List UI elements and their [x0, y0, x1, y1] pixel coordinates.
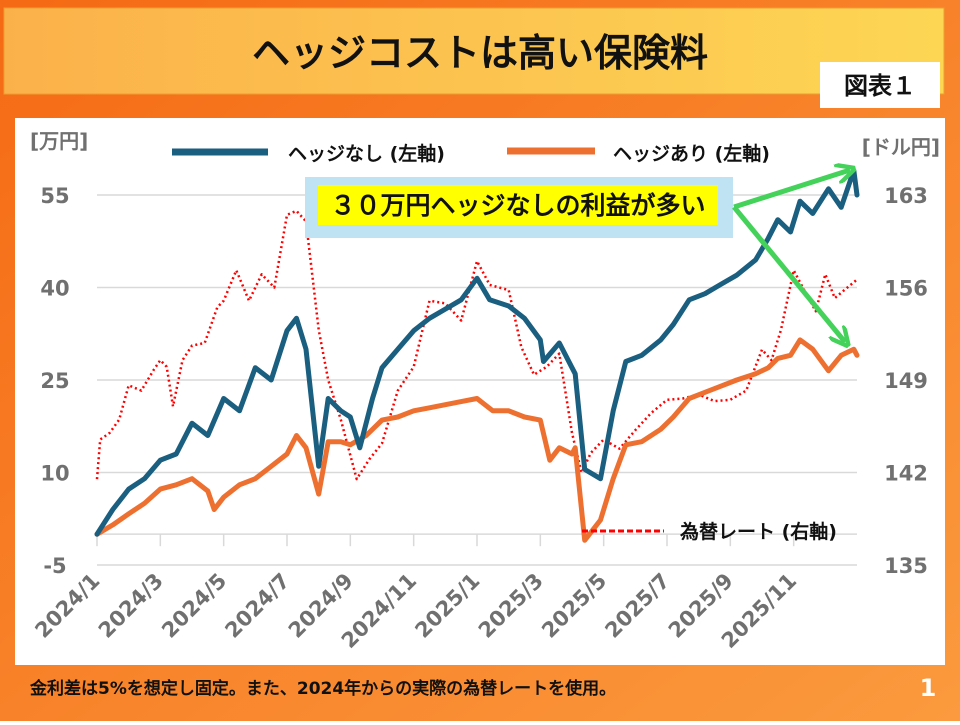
left-tick-label: 55 — [40, 184, 69, 208]
annotation-text: ３０万円ヘッジなしの利益が多い — [330, 191, 705, 220]
right-axis-ticks: 163 156 149 142 135 — [884, 184, 928, 578]
slide-title: ヘッジコストは高い保険料 — [252, 31, 708, 75]
left-axis-unit: [万円] — [30, 129, 88, 153]
arrow-to-no-hedge — [733, 170, 850, 210]
left-tick-label: -5 — [43, 554, 66, 578]
legend-label-fx: 為替レート (右軸) — [680, 520, 837, 543]
right-tick-label: 142 — [884, 462, 928, 486]
right-tick-label: 149 — [884, 369, 928, 393]
right-axis-unit: [ドル円] — [862, 135, 940, 159]
right-tick-label: 156 — [884, 277, 928, 301]
series-line-no-hedge — [94, 167, 860, 537]
arrow-to-hedge — [732, 205, 845, 342]
title-bar — [3, 7, 945, 95]
left-axis-ticks: 55 40 25 10 -5 — [40, 184, 69, 578]
series-line-fx — [95, 209, 858, 481]
legend-label-no-hedge: ヘッジなし (左軸) — [288, 142, 445, 165]
footnote: 金利差は5%を想定し固定。また、2024年からの実際の為替レートを使用。 — [29, 678, 616, 699]
figure-label: 図表１ — [844, 72, 916, 100]
left-tick-label: 40 — [40, 277, 69, 301]
series-line-hedge — [94, 337, 860, 543]
page-number: 1 — [920, 674, 937, 702]
figure-label-box — [820, 62, 940, 108]
annotation-highlight — [318, 185, 718, 225]
left-tick-label: 10 — [40, 462, 69, 486]
legend-label-hedge: ヘッジあり (左軸) — [613, 142, 770, 165]
series-group — [94, 167, 860, 543]
right-tick-label: 163 — [884, 184, 928, 208]
left-tick-label: 25 — [40, 369, 69, 393]
right-tick-label: 135 — [884, 554, 928, 578]
